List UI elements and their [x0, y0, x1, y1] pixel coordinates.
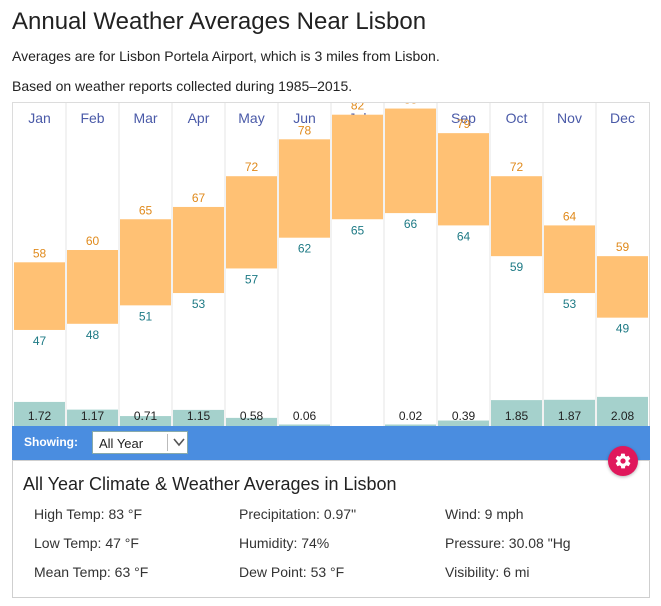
precip-label: 1.17 [81, 409, 105, 423]
stat-dew-point: Dew Point: 53 °F [239, 564, 345, 580]
precip-label: 1.87 [558, 409, 582, 423]
high-temp-label: 78 [298, 123, 312, 137]
temp-range-bar [279, 139, 330, 238]
weather-chart-svg: Jan 58 47 1.72 Feb 60 48 1.17 Mar 65 51 0.71 Apr 67 53… [14, 103, 648, 427]
period-select-value: All Year [99, 436, 144, 451]
high-temp-label: 72 [245, 160, 259, 174]
temp-range-bar [67, 250, 118, 324]
temp-range-bar [226, 176, 277, 269]
precip-bar [597, 396, 648, 426]
precip-label: 2.08 [611, 409, 635, 423]
temp-range-bar [332, 114, 383, 220]
high-temp-label: 82 [351, 103, 365, 113]
month-label-apr: Apr [188, 110, 210, 126]
low-temp-label: 64 [457, 229, 471, 243]
stat-pressure: Pressure: 30.08 "Hg [445, 535, 571, 551]
precip-bar [279, 424, 330, 426]
precip-label: 0.71 [134, 409, 158, 423]
stat-humidity: Humidity: 74% [239, 535, 330, 551]
low-temp-label: 59 [510, 260, 524, 274]
precip-bar [67, 409, 118, 426]
temp-range-bar [597, 256, 648, 318]
precip-label: 1.72 [28, 409, 52, 423]
precip-bar [491, 400, 542, 426]
temp-range-bar [438, 133, 489, 226]
precip-bar [226, 417, 277, 426]
weather-chart: Jan 58 47 1.72 Feb 60 48 1.17 Mar 65 51 0.71 Apr 67 53… [12, 102, 650, 427]
low-temp-label: 48 [86, 328, 100, 342]
high-temp-label: 58 [33, 246, 47, 260]
gear-icon [615, 453, 631, 469]
stat-precipitation: Precipitation: 0.97" [239, 506, 357, 522]
high-temp-label: 59 [616, 240, 630, 254]
select-divider [167, 434, 168, 451]
temp-range-bar [14, 262, 65, 330]
showing-label: Showing: [24, 435, 78, 449]
stat-low-temp: Low Temp: 47 °F [34, 535, 139, 551]
month-label-may: May [238, 110, 264, 126]
stat-visibility: Visibility: 6 mi [445, 564, 530, 580]
page-title: Annual Weather Averages Near Lisbon [12, 8, 427, 35]
temp-range-bar [491, 176, 542, 257]
month-label-sep: Sep [451, 110, 476, 126]
high-temp-label: 60 [86, 234, 100, 248]
high-temp-label: 64 [563, 209, 577, 223]
precip-label: 1.15 [187, 409, 211, 423]
month-label-dec: Dec [610, 110, 635, 126]
precip-bar [14, 401, 65, 426]
low-temp-label: 66 [404, 217, 418, 231]
precip-label: 1.85 [505, 409, 529, 423]
precip-label: 0.02 [399, 409, 423, 423]
precip-label: 0.58 [240, 409, 264, 423]
month-label-mar: Mar [133, 110, 157, 126]
temp-range-bar [385, 108, 436, 214]
summary-panel: All Year Climate & Weather Averages in L… [12, 460, 650, 598]
month-label-jun: Jun [293, 110, 316, 126]
showing-bar: Showing: All Year [12, 426, 650, 460]
precip-bar [438, 420, 489, 426]
precip-label: 0.06 [293, 409, 317, 423]
month-label-oct: Oct [506, 110, 528, 126]
month-label-nov: Nov [557, 110, 582, 126]
low-temp-label: 49 [616, 322, 630, 336]
stat-mean-temp: Mean Temp: 63 °F [34, 564, 149, 580]
temp-range-bar [173, 206, 224, 294]
settings-button[interactable] [608, 446, 638, 476]
high-temp-label: 65 [139, 203, 153, 217]
precip-bar [544, 399, 595, 426]
stat-wind: Wind: 9 mph [445, 506, 524, 522]
low-temp-label: 53 [192, 297, 206, 311]
low-temp-label: 65 [351, 223, 365, 237]
temp-range-bar [544, 225, 595, 294]
precip-bar [120, 416, 171, 426]
temp-range-bar [120, 219, 171, 306]
chevron-down-icon [173, 438, 185, 447]
low-temp-label: 47 [33, 334, 47, 348]
high-temp-label: 67 [192, 191, 206, 205]
stat-high-temp: High Temp: 83 °F [34, 506, 143, 522]
low-temp-label: 62 [298, 242, 312, 256]
period-note: Based on weather reports collected durin… [12, 78, 353, 94]
precip-label: 0.39 [452, 409, 476, 423]
low-temp-label: 57 [245, 272, 259, 286]
location-note: Averages are for Lisbon Portela Airport,… [12, 48, 440, 64]
precip-bar [173, 409, 224, 426]
summary-title: All Year Climate & Weather Averages in L… [23, 474, 397, 494]
high-temp-label: 79 [457, 117, 471, 131]
month-label-feb: Feb [80, 110, 104, 126]
month-label-jan: Jan [28, 110, 51, 126]
low-temp-label: 53 [563, 297, 577, 311]
high-temp-label: 72 [510, 160, 524, 174]
period-select[interactable]: All Year [92, 431, 188, 454]
high-temp-label: 83 [404, 103, 418, 107]
precip-bar [385, 424, 436, 426]
low-temp-label: 51 [139, 309, 153, 323]
